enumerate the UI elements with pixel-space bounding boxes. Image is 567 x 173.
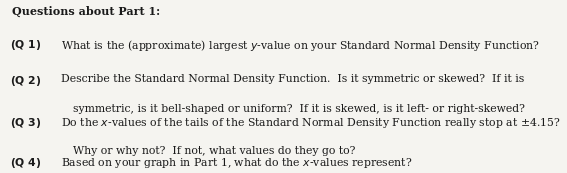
Text: $\mathbf{(Q\ 1)}$: $\mathbf{(Q\ 1)}$ [10, 38, 41, 52]
Text: $\mathbf{(Q\ 4)}$: $\mathbf{(Q\ 4)}$ [10, 156, 41, 170]
Text: $\mathbf{(Q\ 2)}$: $\mathbf{(Q\ 2)}$ [10, 74, 41, 88]
Text: Based on your graph in Part 1, what do the $x$-values represent?: Based on your graph in Part 1, what do t… [61, 156, 413, 170]
Text: Do the $x$-values of the tails of the Standard Normal Density Function really st: Do the $x$-values of the tails of the St… [61, 116, 561, 130]
Text: Why or why not?  If not, what values do they go to?: Why or why not? If not, what values do t… [73, 146, 355, 156]
Text: What is the (approximate) largest $y$-value on your Standard Normal Density Func: What is the (approximate) largest $y$-va… [61, 38, 540, 53]
Text: Questions about Part 1:: Questions about Part 1: [12, 6, 160, 17]
Text: symmetric, is it bell-shaped or uniform?  If it is skewed, is it left- or right-: symmetric, is it bell-shaped or uniform?… [73, 104, 524, 114]
Text: Describe the Standard Normal Density Function.  Is it symmetric or skewed?  If i: Describe the Standard Normal Density Fun… [61, 74, 524, 84]
Text: $\mathbf{(Q\ 3)}$: $\mathbf{(Q\ 3)}$ [10, 116, 41, 130]
